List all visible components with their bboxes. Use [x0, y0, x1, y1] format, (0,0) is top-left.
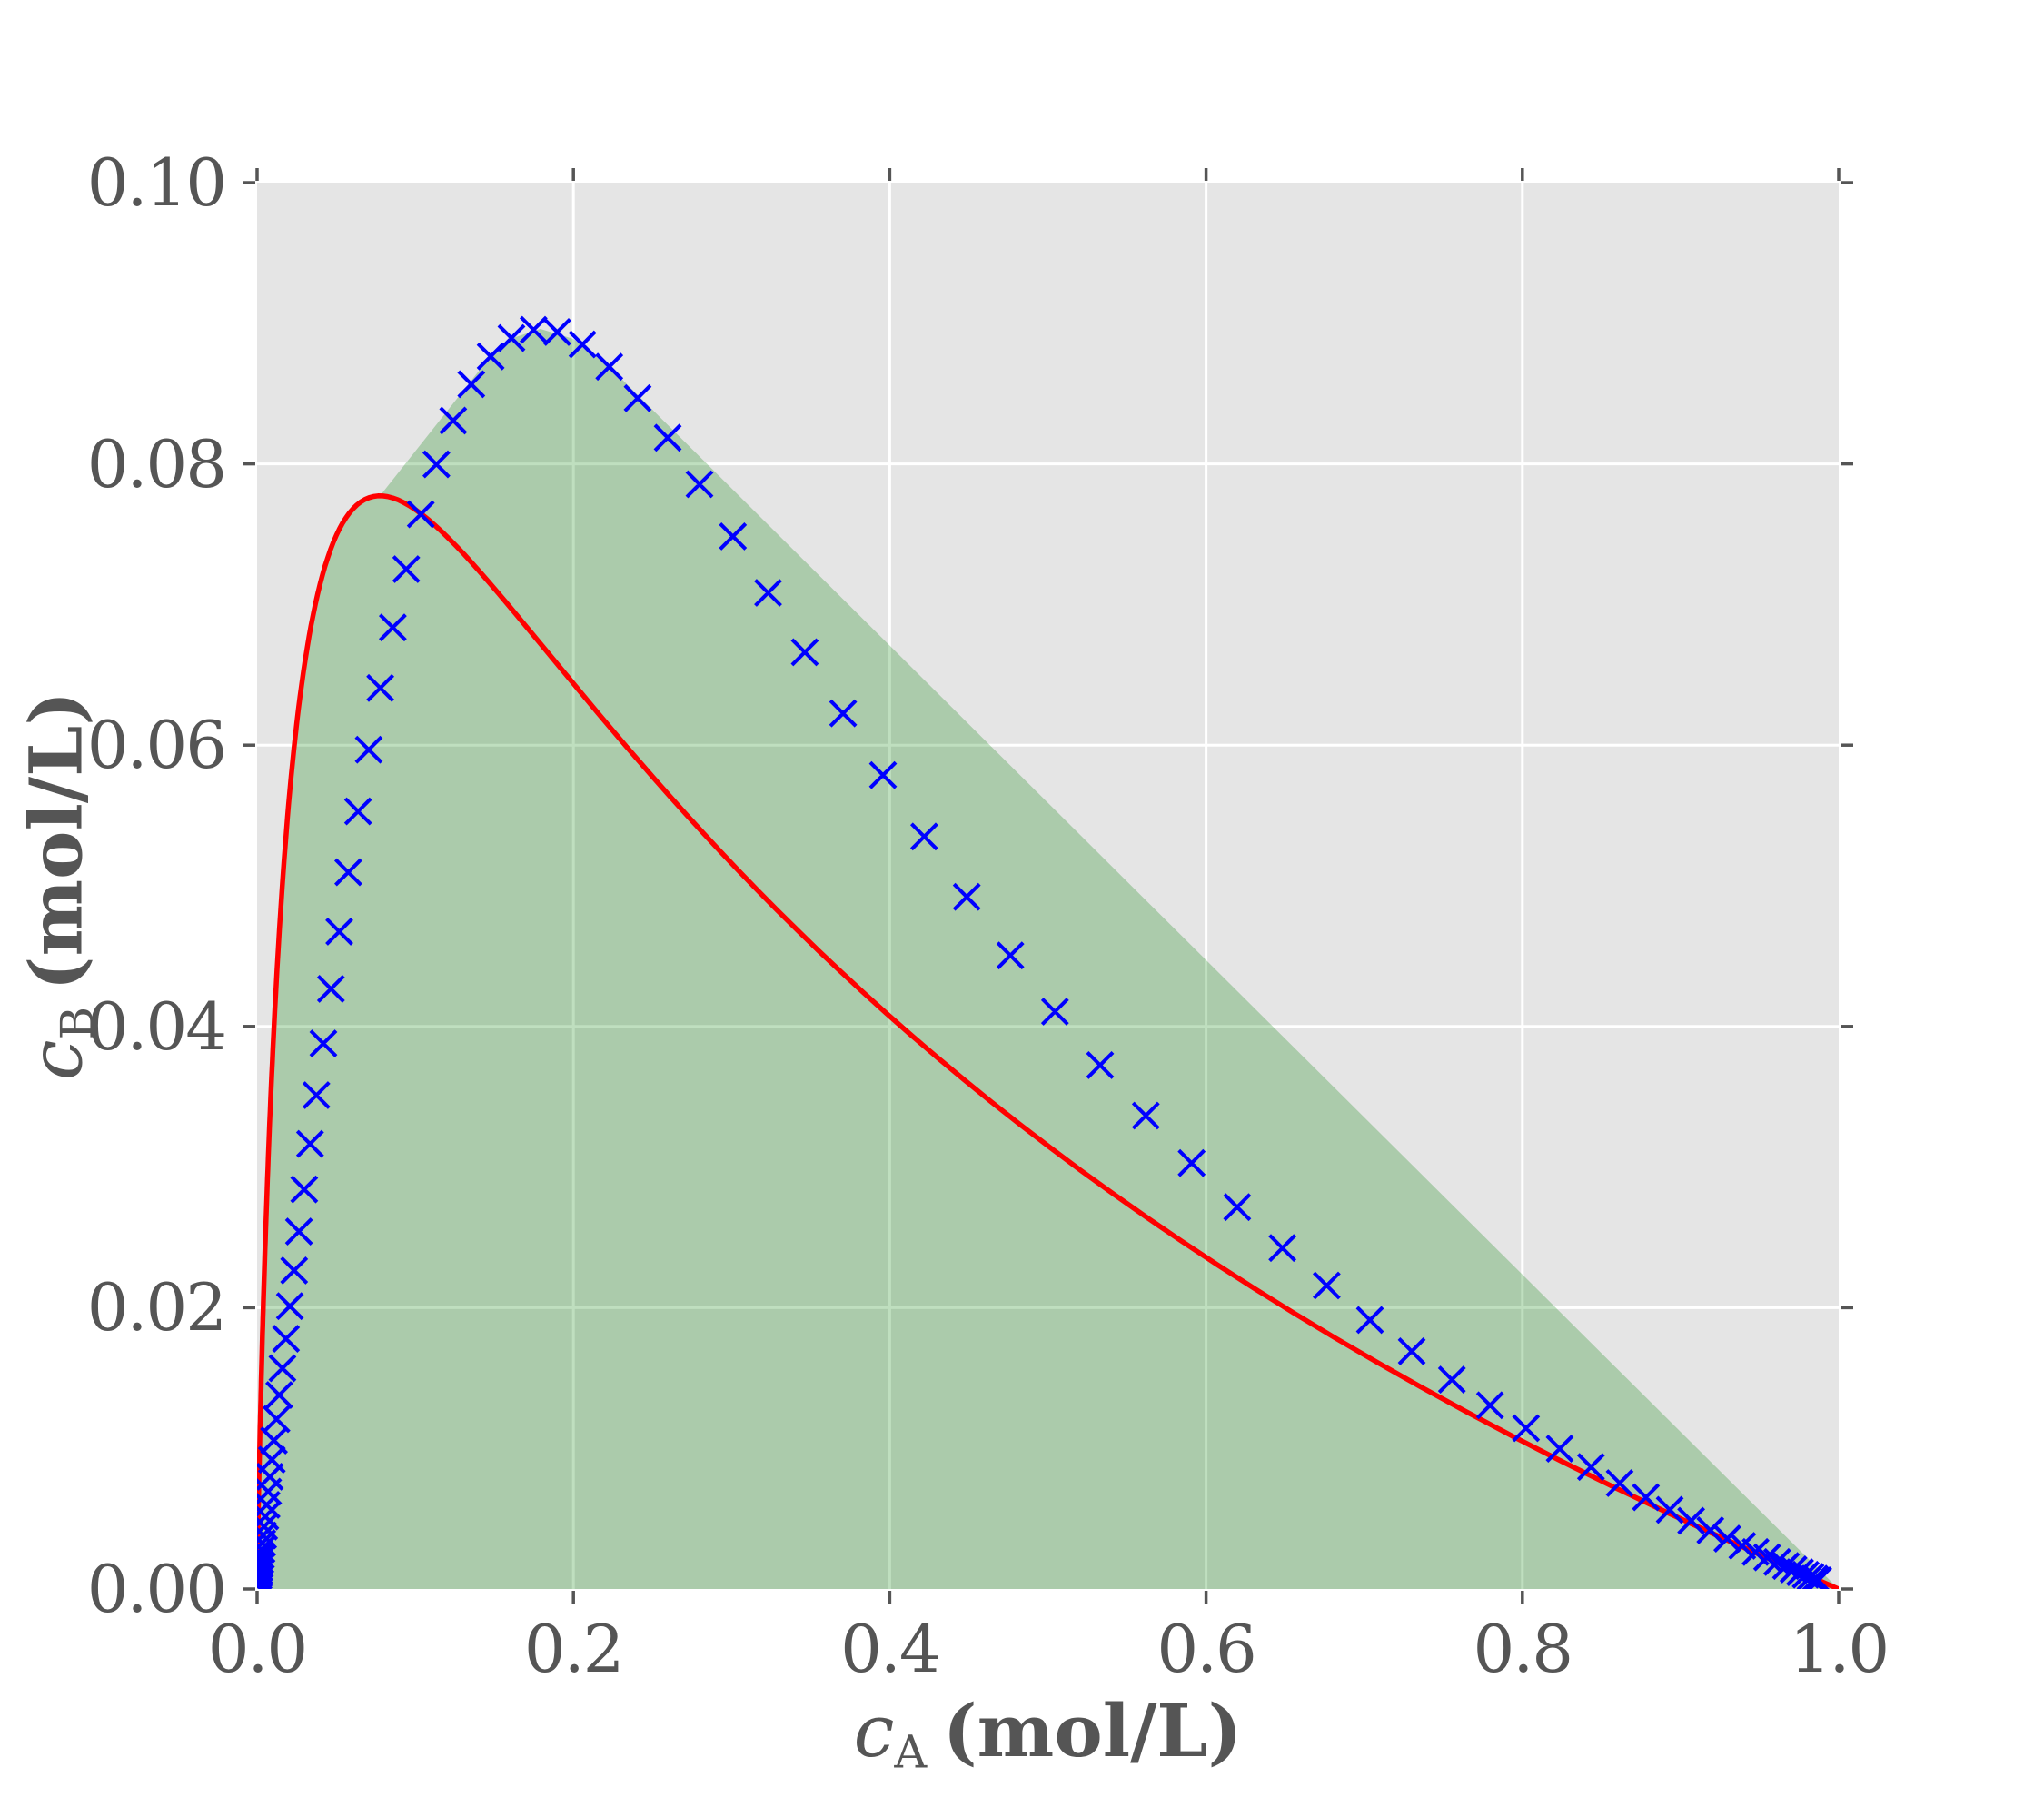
gridlines — [257, 183, 1839, 1589]
x-axis-subscript: A — [894, 1725, 928, 1779]
x-tick-label: 0.6 — [1156, 1611, 1257, 1687]
x-tick-label: 0.8 — [1473, 1611, 1574, 1687]
x-axis-label: cA (mol/L) — [854, 1694, 1243, 1774]
y-tick-label: 0.10 — [86, 144, 227, 221]
x-axis-units: (mol/L) — [942, 1688, 1243, 1773]
x-axis-symbol: c — [853, 1689, 895, 1773]
x-tick-label: 0.2 — [523, 1611, 625, 1687]
axes-background — [257, 183, 1839, 1589]
cstr-locus-markers — [257, 315, 1832, 1589]
x-tick-label: 1.0 — [1789, 1611, 1890, 1687]
y-tick-label: 0.06 — [86, 707, 227, 784]
y-tick-label: 0.04 — [86, 988, 227, 1065]
y-tick-label: 0.00 — [86, 1551, 227, 1627]
axis-ticks — [243, 168, 1853, 1604]
x-tick-label: 0.0 — [207, 1611, 309, 1687]
attainable-region-fill — [257, 329, 1839, 1589]
y-tick-label: 0.02 — [86, 1269, 227, 1346]
x-tick-label: 0.4 — [840, 1611, 941, 1687]
y-tick-label: 0.08 — [86, 425, 227, 502]
